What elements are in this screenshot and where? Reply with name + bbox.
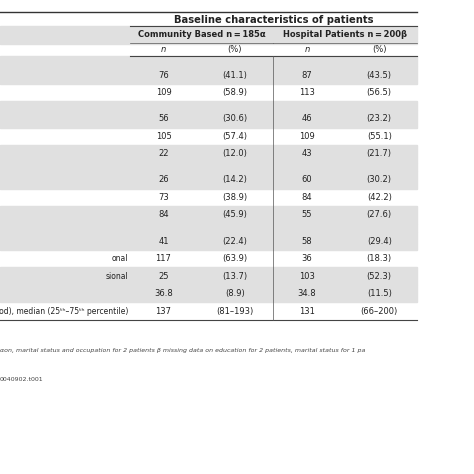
Text: 36: 36	[301, 254, 312, 263]
Text: (11.5): (11.5)	[367, 289, 392, 298]
Bar	[0, 66, 417, 84]
Text: 56: 56	[158, 114, 169, 123]
Text: 103: 103	[299, 272, 315, 281]
Text: 76: 76	[158, 71, 169, 80]
Text: (14.2): (14.2)	[222, 175, 247, 184]
Text: 131: 131	[299, 307, 315, 316]
Text: 22: 22	[158, 149, 169, 158]
Text: 109: 109	[299, 132, 315, 141]
Text: (27.6): (27.6)	[366, 210, 392, 219]
Text: 117: 117	[155, 254, 172, 263]
Text: 55: 55	[301, 210, 312, 219]
Text: (18.3): (18.3)	[366, 254, 392, 263]
Text: 84: 84	[158, 210, 169, 219]
Text: (66–200): (66–200)	[361, 307, 398, 316]
Bar	[0, 163, 417, 171]
Text: (21.7): (21.7)	[367, 149, 392, 158]
Text: (8.9): (8.9)	[225, 289, 245, 298]
Text: (%): (%)	[228, 46, 242, 54]
Text: 46: 46	[301, 114, 312, 123]
Text: 58: 58	[301, 237, 312, 246]
Text: (38.9): (38.9)	[222, 193, 247, 202]
Text: ᵃ blood), median (25ᵗʰ–75ᵗʰ percentile): ᵃ blood), median (25ᵗʰ–75ᵗʰ percentile)	[0, 307, 128, 316]
Text: 25: 25	[158, 272, 169, 281]
Text: 34.8: 34.8	[298, 289, 316, 298]
Text: 60: 60	[301, 175, 312, 184]
Bar	[0, 232, 417, 250]
Text: (41.1): (41.1)	[222, 71, 247, 80]
Bar	[0, 101, 417, 110]
Text: sional: sional	[105, 272, 128, 281]
Text: 84: 84	[301, 193, 312, 202]
Text: αon, marital status and occupation for 2 patients β missing data on education fo: αon, marital status and occupation for 2…	[0, 348, 365, 354]
Text: (30.6): (30.6)	[222, 114, 247, 123]
Text: 113: 113	[299, 88, 315, 97]
Text: (22.4): (22.4)	[222, 237, 247, 246]
Text: (81–193): (81–193)	[216, 307, 253, 316]
Text: 26: 26	[158, 175, 169, 184]
Text: (42.2): (42.2)	[367, 193, 392, 202]
Text: Community Based n = 185α: Community Based n = 185α	[137, 30, 265, 39]
Bar	[0, 206, 417, 224]
Bar	[0, 224, 417, 232]
Bar	[0, 26, 417, 44]
Text: onal: onal	[111, 254, 128, 263]
Text: 43: 43	[301, 149, 312, 158]
Bar	[0, 145, 417, 163]
Text: 41: 41	[158, 237, 169, 246]
Text: (52.3): (52.3)	[367, 272, 392, 281]
Text: 0040902.t001: 0040902.t001	[0, 377, 44, 382]
Text: (45.9): (45.9)	[222, 210, 247, 219]
Text: 87: 87	[301, 71, 312, 80]
Text: 137: 137	[155, 307, 172, 316]
Bar	[0, 267, 417, 285]
Bar	[0, 110, 417, 128]
Bar	[0, 171, 417, 189]
Bar	[0, 56, 417, 66]
Text: (12.0): (12.0)	[222, 149, 247, 158]
Text: 36.8: 36.8	[154, 289, 173, 298]
Text: (23.2): (23.2)	[367, 114, 392, 123]
Text: n: n	[161, 46, 166, 54]
Text: 105: 105	[155, 132, 172, 141]
Bar	[0, 285, 417, 302]
Text: (58.9): (58.9)	[222, 88, 247, 97]
Text: (29.4): (29.4)	[367, 237, 392, 246]
Text: (55.1): (55.1)	[367, 132, 392, 141]
Text: (30.2): (30.2)	[367, 175, 392, 184]
Text: (43.5): (43.5)	[367, 71, 392, 80]
Text: 73: 73	[158, 193, 169, 202]
Text: Baseline characteristics of patients: Baseline characteristics of patients	[174, 15, 374, 25]
Text: (56.5): (56.5)	[367, 88, 392, 97]
Text: (57.4): (57.4)	[222, 132, 247, 141]
Text: 109: 109	[155, 88, 172, 97]
Text: n: n	[304, 46, 310, 54]
Text: (13.7): (13.7)	[222, 272, 247, 281]
Text: (63.9): (63.9)	[222, 254, 247, 263]
Text: Hospital Patients n = 200β: Hospital Patients n = 200β	[283, 30, 407, 39]
Text: (%): (%)	[372, 46, 386, 54]
